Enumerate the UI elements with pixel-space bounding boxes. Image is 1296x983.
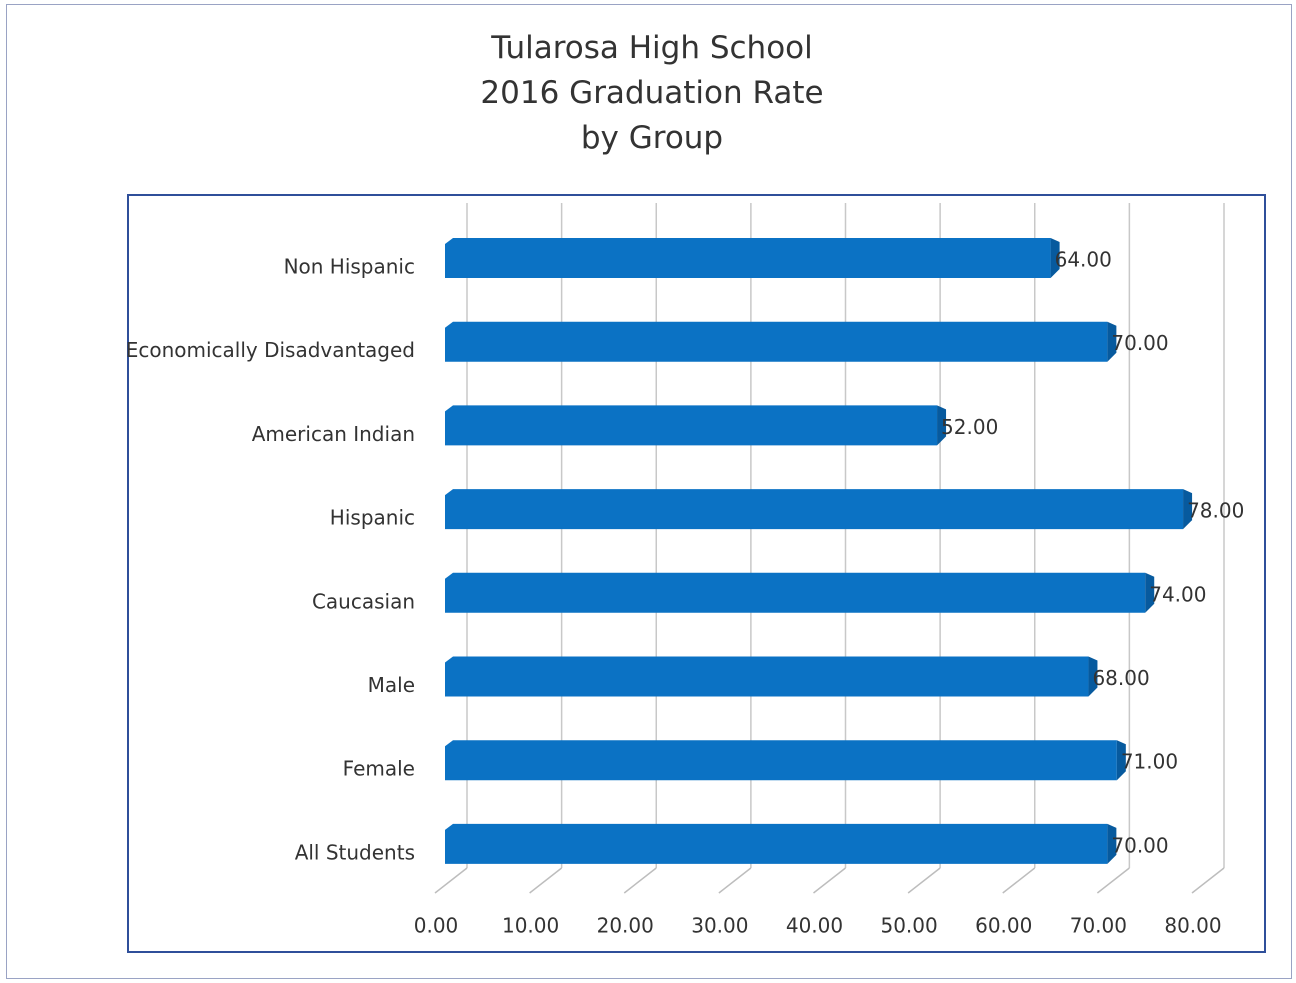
floor-line xyxy=(529,867,563,894)
y-tick-label: All Students xyxy=(295,840,415,864)
bar xyxy=(445,572,1146,613)
bar xyxy=(445,405,938,446)
bar xyxy=(445,823,1108,864)
bar xyxy=(445,489,1184,530)
value-label: 64.00 xyxy=(1055,248,1112,272)
y-tick-label: Non Hispanic xyxy=(284,255,415,279)
floor-line xyxy=(434,867,468,894)
x-tick-label: 40.00 xyxy=(786,914,843,938)
value-label: 70.00 xyxy=(1111,331,1168,355)
y-tick-label: Caucasian xyxy=(312,589,415,613)
y-tick-label: Female xyxy=(343,757,415,781)
bar-end xyxy=(1107,823,1117,864)
value-label: 78.00 xyxy=(1187,499,1244,523)
value-label: 71.00 xyxy=(1121,750,1178,774)
bar-end xyxy=(1050,238,1060,278)
page-frame xyxy=(6,4,1292,979)
chart-title: Tularosa High School 2016 Graduation Rat… xyxy=(480,30,824,156)
floor-line xyxy=(718,867,752,894)
y-tick-label: Economically Disadvantaged xyxy=(126,338,415,362)
x-tick-label: 70.00 xyxy=(1070,914,1127,938)
floor-line xyxy=(813,867,846,894)
x-tick-label: 80.00 xyxy=(1164,914,1221,938)
bar xyxy=(445,740,1117,781)
bar-end xyxy=(1183,489,1193,530)
bar-end xyxy=(937,405,947,446)
floor-line xyxy=(623,867,657,894)
bar-end xyxy=(1088,656,1098,697)
x-tick-label: 60.00 xyxy=(975,914,1032,938)
y-tick-label: Hispanic xyxy=(330,506,415,530)
y-tick-label: Male xyxy=(368,673,415,697)
y-tick-label: American Indian xyxy=(252,422,415,446)
floor-line xyxy=(1191,867,1225,894)
bar-end xyxy=(1116,740,1126,781)
bar-end xyxy=(1145,572,1155,613)
plot-frame xyxy=(127,194,1266,953)
x-tick-label: 30.00 xyxy=(691,914,748,938)
x-tick-label: 20.00 xyxy=(597,914,654,938)
value-label: 74.00 xyxy=(1149,582,1206,606)
bar xyxy=(445,321,1108,362)
floor-line xyxy=(907,867,941,894)
x-tick-label: 50.00 xyxy=(880,914,937,938)
bar-end xyxy=(1107,321,1117,362)
value-label: 52.00 xyxy=(941,415,998,439)
floor-line xyxy=(1096,867,1130,894)
floor-line xyxy=(1002,867,1036,894)
bar xyxy=(445,238,1051,278)
bar xyxy=(445,656,1089,697)
x-tick-label: 10.00 xyxy=(502,914,559,938)
value-label: 70.00 xyxy=(1111,833,1168,857)
value-label: 68.00 xyxy=(1092,666,1149,690)
x-tick-label: 0.00 xyxy=(414,914,459,938)
